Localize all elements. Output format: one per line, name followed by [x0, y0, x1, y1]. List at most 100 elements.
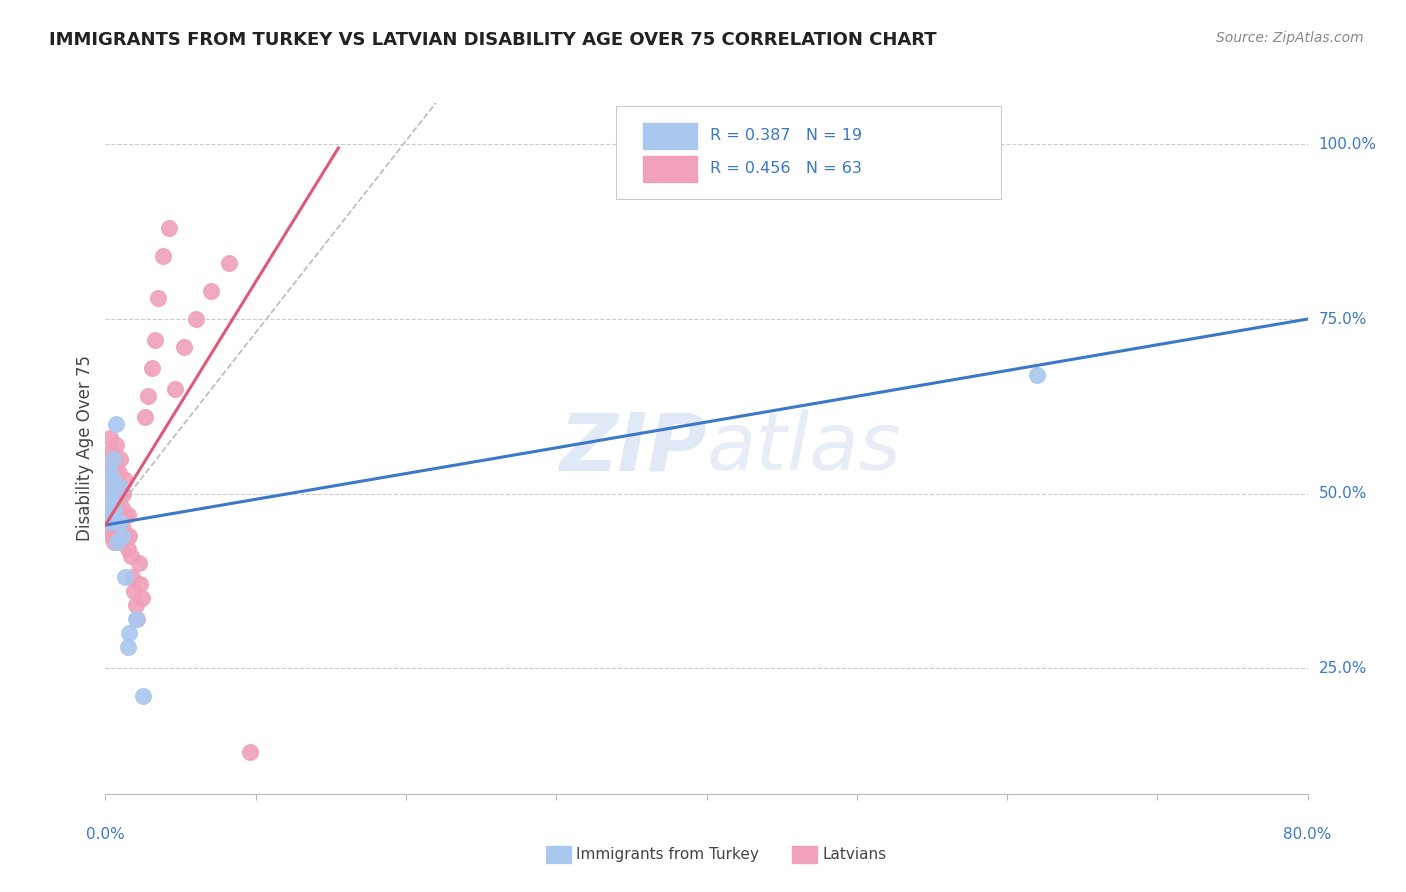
Point [103, 500, 125, 515]
Point [104, 486, 127, 500]
Point [184, 312, 207, 326]
Point [132, 689, 155, 703]
Point [117, 640, 139, 655]
Text: atlas: atlas [707, 409, 901, 487]
Point [114, 473, 136, 487]
Point [134, 409, 156, 424]
Point [97, 522, 120, 536]
Text: 25.0%: 25.0% [1319, 661, 1367, 675]
Bar [643, 156, 697, 182]
FancyBboxPatch shape [616, 106, 1001, 200]
Point [107, 473, 129, 487]
Point [101, 451, 124, 466]
Point [104, 438, 127, 452]
Point [117, 508, 139, 522]
Point [107, 522, 129, 536]
Point [110, 480, 132, 494]
Point [107, 535, 129, 549]
Point [111, 500, 134, 515]
Point [129, 577, 152, 591]
Text: IMMIGRANTS FROM TURKEY VS LATVIAN DISABILITY AGE OVER 75 CORRELATION CHART: IMMIGRANTS FROM TURKEY VS LATVIAN DISABI… [49, 31, 936, 49]
Point [146, 291, 169, 305]
Point [101, 466, 124, 480]
Point [103, 493, 125, 508]
Point [111, 528, 134, 542]
Point [114, 508, 136, 522]
Point [1026, 368, 1049, 382]
Point [131, 591, 153, 606]
Text: Source: ZipAtlas.com: Source: ZipAtlas.com [1216, 31, 1364, 45]
Point [128, 557, 150, 571]
Point [110, 480, 132, 494]
Point [121, 570, 143, 584]
Text: 100.0%: 100.0% [1319, 137, 1376, 152]
Point [200, 284, 222, 298]
Text: 75.0%: 75.0% [1319, 311, 1367, 326]
Text: 50.0%: 50.0% [1319, 486, 1367, 501]
Point [143, 333, 166, 347]
Point [97, 451, 120, 466]
Point [141, 360, 163, 375]
Point [152, 249, 174, 263]
Point [103, 451, 125, 466]
Point [114, 570, 136, 584]
Point [97, 486, 120, 500]
Point [124, 612, 146, 626]
Point [98, 466, 121, 480]
Point [118, 528, 141, 542]
Point [103, 473, 125, 487]
Point [120, 549, 142, 564]
Point [101, 508, 124, 522]
Text: R = 0.387   N = 19: R = 0.387 N = 19 [710, 128, 862, 144]
Point [111, 535, 134, 549]
Point [122, 584, 145, 599]
Text: R = 0.456   N = 63: R = 0.456 N = 63 [710, 161, 862, 177]
Point [108, 466, 131, 480]
Point [115, 528, 138, 542]
Point [101, 515, 124, 529]
Point [100, 444, 122, 458]
Point [218, 256, 240, 270]
Point [108, 493, 131, 508]
Y-axis label: Disability Age Over 75: Disability Age Over 75 [76, 355, 94, 541]
Point [110, 515, 132, 529]
Point [108, 515, 131, 529]
Text: 0.0%: 0.0% [86, 827, 125, 842]
Text: Latvians: Latvians [823, 847, 887, 862]
Point [107, 500, 129, 515]
Text: Immigrants from Turkey: Immigrants from Turkey [576, 847, 759, 862]
Point [101, 486, 124, 500]
Point [173, 340, 195, 354]
Point [101, 473, 124, 487]
Point [96, 473, 118, 487]
Point [98, 431, 121, 445]
Point [98, 458, 121, 473]
Text: 80.0%: 80.0% [1284, 827, 1331, 842]
Point [96, 508, 118, 522]
Text: ZIP: ZIP [560, 409, 707, 487]
Point [108, 528, 131, 542]
Point [112, 486, 135, 500]
Point [117, 542, 139, 557]
Point [98, 500, 121, 515]
Point [97, 486, 120, 500]
Point [98, 508, 121, 522]
Point [124, 599, 146, 613]
Point [104, 458, 127, 473]
Point [100, 515, 122, 529]
Point [118, 626, 141, 640]
Point [104, 417, 127, 431]
Point [100, 480, 122, 494]
Point [103, 535, 125, 549]
Point [163, 382, 186, 396]
Point [100, 528, 122, 542]
Point [112, 522, 135, 536]
Point [136, 389, 159, 403]
Point [100, 493, 122, 508]
Point [104, 515, 127, 529]
Point [125, 612, 148, 626]
Point [239, 745, 262, 759]
Point [110, 451, 132, 466]
Point [157, 221, 180, 235]
Bar [643, 122, 697, 149]
